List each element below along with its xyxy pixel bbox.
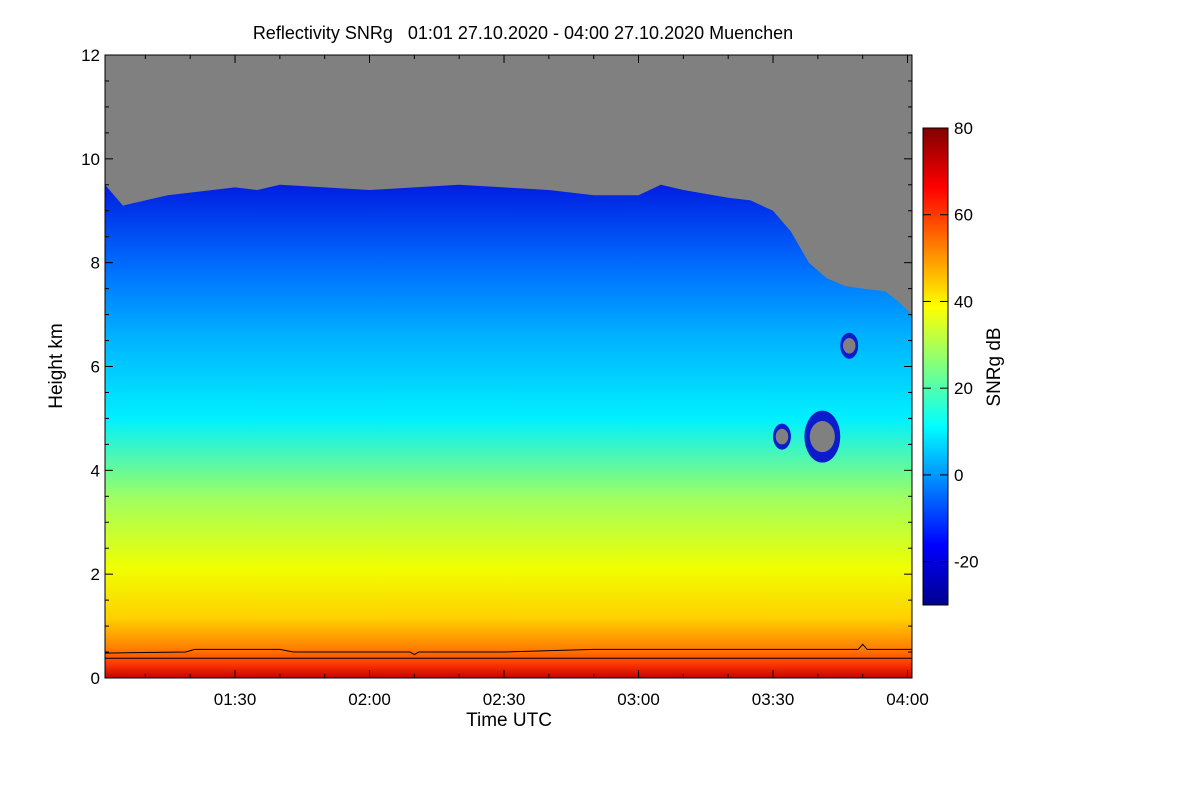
x-tick-label: 04:00: [886, 690, 929, 709]
plot-area: [105, 55, 912, 678]
y-tick-label: 4: [91, 461, 100, 480]
colorbar-tick-label: 80: [954, 119, 973, 138]
x-tick-label: 01:30: [214, 690, 257, 709]
y-tick-label: 0: [91, 669, 100, 688]
colorbar: -20 0 20 40 60 80: [922, 119, 979, 606]
y-tick-label: 12: [81, 46, 100, 65]
colorbar-gradient: [922, 127, 949, 606]
colorbar-tick-label: 20: [954, 379, 973, 398]
x-tick-label: 02:00: [348, 690, 391, 709]
no-signal-gap: [809, 421, 835, 453]
colorbar-tick-label: -20: [954, 553, 979, 572]
x-axis: 01:30 02:00 02:30 03:00 03:30 04:00: [144, 55, 929, 709]
no-signal-gap: [775, 428, 789, 445]
colorbar-tick-label: 60: [954, 206, 973, 225]
boundary-line: [105, 643, 912, 656]
no-signal-gap: [842, 337, 856, 354]
chart-title: Reflectivity SNRg 01:01 27.10.2020 - 04:…: [253, 23, 793, 43]
y-axis: 0 2 4 6 8 10 12: [81, 46, 912, 688]
x-tick-label: 02:30: [483, 690, 526, 709]
no-signal-gaps: [773, 332, 859, 463]
colorbar-label: SNRg dB: [984, 327, 1005, 406]
y-axis-label: Height km: [46, 323, 67, 409]
y-tick-label: 10: [81, 150, 100, 169]
colorbar-ticks: -20 0 20 40 60 80: [923, 119, 979, 572]
colorbar-tick-label: 0: [954, 466, 963, 485]
x-tick-label: 03:30: [752, 690, 795, 709]
y-tick-label: 8: [91, 254, 100, 273]
x-tick-label: 03:00: [617, 690, 660, 709]
x-axis-label: Time UTC: [466, 710, 552, 731]
y-tick-label: 2: [91, 565, 100, 584]
y-tick-label: 6: [91, 358, 100, 377]
colorbar-tick-label: 40: [954, 292, 973, 311]
echo-region: [105, 184, 912, 678]
boundary-lines: [105, 643, 912, 659]
